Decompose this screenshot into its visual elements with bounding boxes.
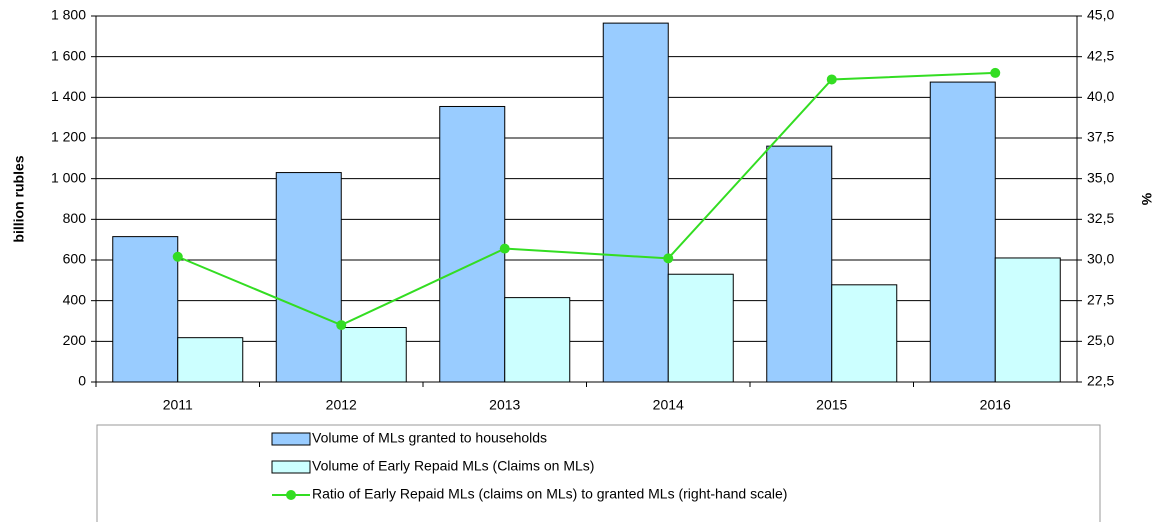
y-tick-label: 600 bbox=[63, 251, 87, 267]
line-point bbox=[826, 74, 837, 85]
bar bbox=[929, 81, 996, 383]
legend-box bbox=[96, 424, 1101, 522]
y2-tick-label: 37,5 bbox=[1087, 129, 1114, 145]
bar bbox=[504, 297, 571, 383]
y2-tick-label: 32,5 bbox=[1087, 210, 1114, 226]
y-tick-label: 1 000 bbox=[51, 169, 86, 185]
x-tick-label: 2014 bbox=[653, 397, 684, 413]
y2-tick-label: 35,0 bbox=[1087, 169, 1114, 185]
bar bbox=[667, 273, 734, 383]
y-tick-label: 1 800 bbox=[51, 7, 86, 23]
legend-label: Volume of Early Repaid MLs (Claims on ML… bbox=[312, 458, 594, 474]
y-tick-label: 400 bbox=[63, 291, 87, 307]
y2-axis-label: % bbox=[1139, 192, 1155, 205]
line-point bbox=[336, 320, 347, 331]
y2-tick-label: 42,5 bbox=[1087, 47, 1114, 63]
bar bbox=[112, 236, 179, 383]
legend-swatch bbox=[271, 432, 311, 446]
line-point bbox=[172, 251, 183, 262]
y2-tick-label: 40,0 bbox=[1087, 88, 1114, 104]
y-tick-label: 200 bbox=[63, 332, 87, 348]
bar bbox=[275, 172, 342, 383]
y-tick-label: 0 bbox=[78, 373, 86, 389]
y2-tick-label: 25,0 bbox=[1087, 332, 1114, 348]
y-axis-label: billion rubles bbox=[11, 155, 27, 242]
line bbox=[177, 71, 996, 327]
legend-swatch bbox=[271, 460, 311, 474]
bar bbox=[766, 145, 833, 383]
bar bbox=[340, 327, 407, 383]
legend-label: Ratio of Early Repaid MLs (claims on MLs… bbox=[312, 486, 787, 502]
y-tick-label: 1 600 bbox=[51, 47, 86, 63]
x-tick-label: 2012 bbox=[326, 397, 357, 413]
y2-tick-label: 27,5 bbox=[1087, 291, 1114, 307]
bar bbox=[831, 284, 898, 383]
line-point bbox=[990, 67, 1001, 78]
x-tick-label: 2015 bbox=[816, 397, 847, 413]
x-tick-label: 2011 bbox=[163, 397, 193, 413]
y2-tick-label: 45,0 bbox=[1087, 7, 1114, 23]
legend-label: Volume of MLs granted to households bbox=[312, 430, 547, 446]
y2-tick-label: 22,5 bbox=[1087, 373, 1114, 389]
line-point bbox=[499, 243, 510, 254]
bar bbox=[602, 22, 669, 383]
bar bbox=[994, 257, 1061, 383]
x-tick-label: 2013 bbox=[489, 397, 520, 413]
bar bbox=[177, 337, 244, 383]
legend-swatch bbox=[286, 490, 296, 500]
y-tick-label: 800 bbox=[63, 210, 87, 226]
x-tick-label: 2016 bbox=[980, 397, 1011, 413]
y2-tick-label: 30,0 bbox=[1087, 251, 1114, 267]
y-tick-label: 1 400 bbox=[51, 88, 86, 104]
line-point bbox=[663, 253, 674, 264]
y-tick-label: 1 200 bbox=[51, 129, 86, 145]
bar bbox=[439, 105, 506, 383]
